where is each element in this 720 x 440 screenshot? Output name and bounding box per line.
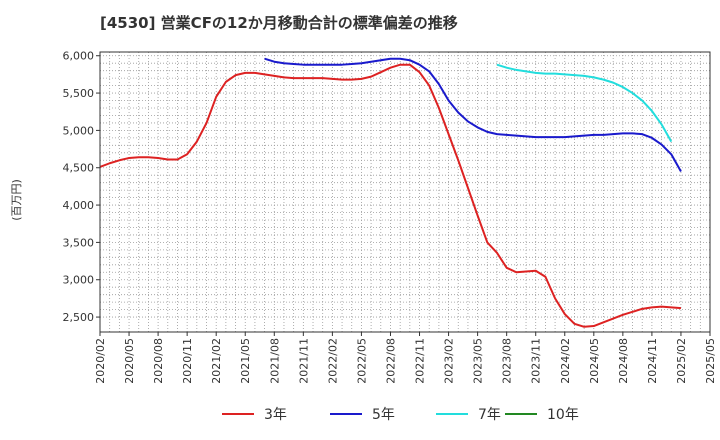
x-axis-ticks: 2020/02 2020/05 2020/08 2020/11 2021/02 2021/… xyxy=(94,332,717,384)
x-tick-label: 2024/11 xyxy=(646,338,659,384)
x-tick-label: 2024/05 xyxy=(588,338,601,384)
x-tick-label: 2022/08 xyxy=(384,338,397,384)
x-tick-label: 2021/11 xyxy=(297,338,310,384)
x-tick-label: 2022/11 xyxy=(414,338,427,384)
x-tick-label: 2020/11 xyxy=(181,338,194,384)
legend-label: 3年 xyxy=(264,407,287,423)
x-tick-label: 2023/05 xyxy=(472,338,485,384)
y-axis-ticks: 2,500 3,000 3,500 4,000 4,500 5,000 5,500 6,000 xyxy=(63,50,100,324)
y-axis-label: (百万円) xyxy=(10,179,23,221)
series-line xyxy=(264,57,682,172)
x-tick-label: 2022/05 xyxy=(355,338,368,384)
y-tick-label: 5,500 xyxy=(63,87,95,100)
series-line xyxy=(99,63,682,328)
x-tick-label: 2024/08 xyxy=(617,338,630,384)
plot-area xyxy=(100,52,710,332)
y-tick-label: 4,000 xyxy=(63,199,95,212)
y-tick-label: 3,500 xyxy=(63,236,95,249)
series-lines xyxy=(99,57,682,328)
y-tick-label: 2,500 xyxy=(63,311,95,324)
x-tick-label: 2020/05 xyxy=(123,338,136,384)
x-tick-label: 2024/02 xyxy=(559,338,572,384)
x-tick-label: 2020/08 xyxy=(152,338,165,384)
legend-label: 7年 xyxy=(478,407,501,423)
plot-frame xyxy=(99,51,711,333)
x-tick-label: 2023/02 xyxy=(443,338,456,384)
chart-title: [4530] 営業CFの12か月移動合計の標準偏差の推移 xyxy=(100,14,458,32)
y-tick-label: 4,500 xyxy=(63,162,95,175)
legend-label: 5年 xyxy=(372,407,395,423)
legend: 3年 5年 7年 10年 xyxy=(222,407,579,423)
y-tick-label: 6,000 xyxy=(63,50,95,63)
x-tick-label: 2021/05 xyxy=(239,338,252,384)
legend-label: 10年 xyxy=(547,407,579,423)
x-tick-label: 2025/05 xyxy=(704,338,717,384)
x-tick-label: 2023/08 xyxy=(501,338,514,384)
y-tick-label: 3,000 xyxy=(63,274,95,287)
x-tick-label: 2022/02 xyxy=(326,338,339,384)
x-tick-label: 2023/11 xyxy=(530,338,543,384)
x-tick-label: 2021/02 xyxy=(210,338,223,384)
axes xyxy=(99,51,711,333)
x-tick-label: 2025/02 xyxy=(675,338,688,384)
x-tick-label: 2020/02 xyxy=(94,338,107,384)
series-line xyxy=(496,63,673,143)
x-tick-label: 2021/08 xyxy=(268,338,281,384)
plot-background xyxy=(100,52,710,332)
y-tick-label: 5,000 xyxy=(63,124,95,137)
